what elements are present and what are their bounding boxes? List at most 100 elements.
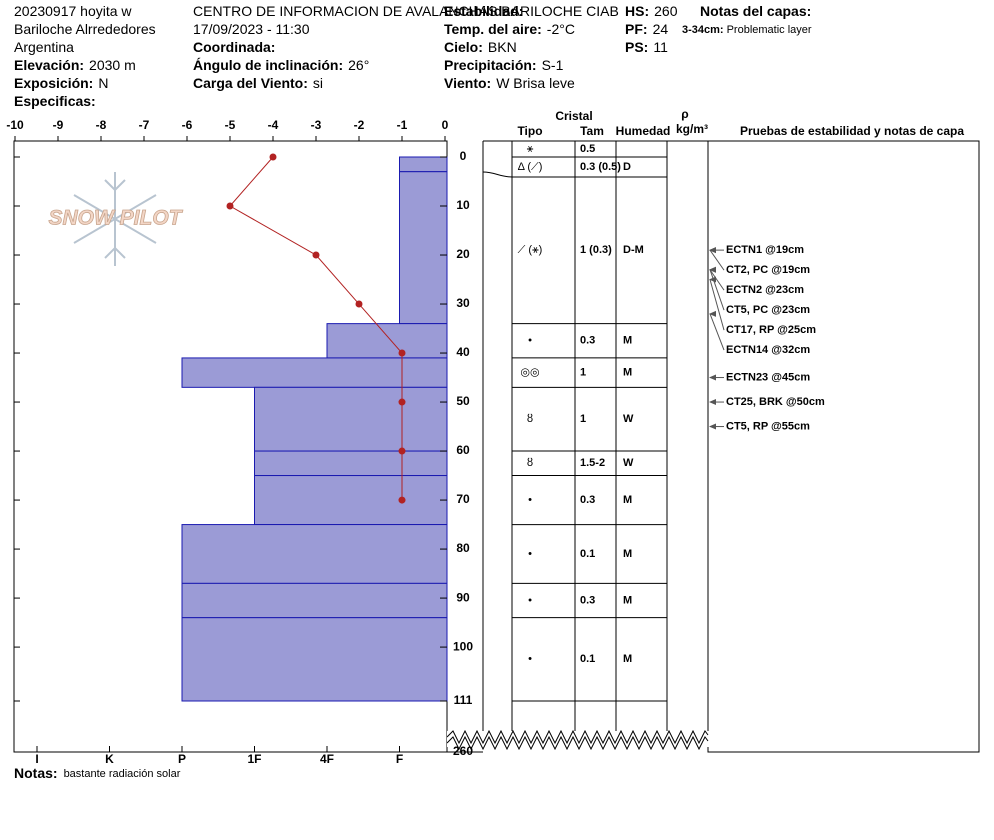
header-value: BKN [488,39,517,55]
x-tick-label: -8 [96,118,107,132]
grain-type: • [528,335,532,347]
y-tick-label: 40 [456,345,470,359]
test-arrowhead [709,423,716,430]
header-line: Argentina [14,39,74,55]
temperature-point [398,398,406,406]
header-value: 11 [653,39,668,55]
table-grid [447,140,708,753]
hardness-bar [181,617,448,702]
watermark-text: SNOW PILOT [49,207,184,230]
test-label: ECTN2 @23cm [726,284,804,296]
moisture: M [623,335,632,347]
hardness-tick-label: F [396,752,403,766]
grain-type: • [528,594,532,606]
header-line: Carga del Viento: si [193,75,323,91]
test-label: ECTN14 @32cm [726,344,810,356]
header-value: 260 [654,3,678,19]
moisture: D [623,161,631,173]
header-line: Especificas: [14,93,96,109]
test-label: CT17, RP @25cm [726,324,816,336]
y-tick-label: 60 [456,443,470,457]
temperature-point [398,447,406,455]
header-label: Viento: [444,75,491,91]
header-line: Cielo: BKN [444,39,517,55]
test-arrow [709,269,725,291]
grain-type: ȣ [527,413,533,425]
grain-type: • [528,653,532,665]
header-label: Notas del capas: [700,3,811,19]
header-value: 2030 m [89,57,136,73]
grain-type: ⚹ [527,143,534,155]
grain-size: 0.1 [580,548,595,560]
header-label: Precipitación: [444,57,537,73]
test-arrow [709,279,725,331]
y-tick-label: 20 [456,247,470,261]
test-arrowhead [709,276,716,283]
temperature-point [269,153,277,161]
footer-label: Notas: [14,765,58,781]
hardness-bar [181,357,448,388]
hardness-bar [399,171,448,325]
header-text: Argentina [14,39,74,55]
header-value: 26° [348,57,369,73]
footer-notes: Notas: bastante radiación solar [14,765,181,781]
header-value: S-1 [542,57,564,73]
header-line: Precipitación: S-1 [444,57,564,73]
header-line: HS: 260 [625,3,678,19]
header-line: PS: 11 [625,39,668,55]
y-tick-label: 10 [456,198,470,212]
test-arrowhead [709,399,716,406]
header-label: Carga del Viento: [193,75,308,91]
test-arrowhead [709,310,716,317]
y-tick-label: 0 [460,149,467,163]
header-value: -2°C [547,21,575,37]
grain-type: Δ (⟋) [518,161,543,173]
y-tick-label: 111 [454,693,473,707]
moisture: M [623,653,632,665]
x-tick-label: -9 [53,118,64,132]
test-label: ECTN1 @19cm [726,244,804,256]
grain-type: ȣ [527,457,533,469]
header-size: Tam [580,124,604,138]
moisture: M [623,367,632,379]
x-tick-label: -2 [354,118,365,132]
moisture: M [623,548,632,560]
grain-size: 1 (0.3) [580,244,612,256]
grain-size: 1 [580,413,586,425]
header-line: Estabilidad: [444,3,523,19]
header-text: 20230917 hoyita w [14,3,132,19]
moisture: M [623,594,632,606]
x-tick-label: -5 [225,118,236,132]
x-tick-label: -3 [311,118,322,132]
grain-type: • [528,548,532,560]
grain-size: 0.3 (0.5) [580,161,621,173]
hardness-bar [254,450,448,477]
header-line: Exposición: N [14,75,108,91]
header-value: si [313,75,323,91]
test-arrowhead [709,266,716,273]
grain-size: 0.1 [580,653,595,665]
header-value: Problematic layer [727,24,812,36]
header-line: 3-34cm: Problematic layer [682,24,812,36]
header-crystal: Cristal [555,109,592,123]
x-tick-label: 0 [442,118,449,132]
x-tick-label: -6 [182,118,193,132]
header-value: N [98,75,108,91]
header-value: 24 [653,21,669,37]
header-line: Coordinada: [193,39,275,55]
header-text: 17/09/2023 - 11:30 [193,21,310,37]
header-line: Notas del capas: [700,3,811,19]
test-arrow [709,313,725,351]
header-text: CENTRO DE INFORMACION DE AVALANCHAS BARI… [193,3,619,19]
header-label: PF: [625,21,648,37]
grain-type: ⟋ (⚹) [518,244,543,256]
test-label: CT2, PC @19cm [726,264,810,276]
header-line: 20230917 hoyita w [14,3,132,19]
temperature-point [355,300,363,308]
header-line: CENTRO DE INFORMACION DE AVALANCHAS BARI… [193,3,619,19]
test-arrow [709,249,725,271]
header-label: Ángulo de inclinación: [193,57,343,73]
header-label: HS: [625,3,649,19]
header-tests: Pruebas de estabilidad y notas de capa [740,124,964,138]
